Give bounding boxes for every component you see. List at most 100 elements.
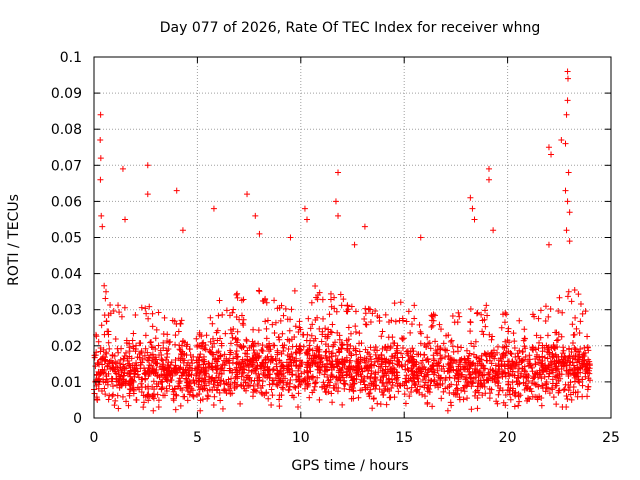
data-point	[545, 241, 552, 248]
data-point	[421, 341, 428, 348]
y-tick-label: 0.08	[51, 122, 82, 138]
data-point	[389, 379, 396, 386]
data-point	[471, 392, 478, 399]
data-point	[341, 380, 348, 387]
data-point	[254, 375, 261, 382]
data-point	[567, 366, 574, 373]
data-point	[316, 369, 323, 376]
data-point	[164, 362, 171, 369]
data-point	[528, 388, 535, 395]
data-point	[411, 302, 418, 309]
data-point	[322, 325, 329, 332]
data-point	[535, 345, 542, 352]
data-point	[119, 393, 126, 400]
data-point	[566, 384, 573, 391]
data-point	[289, 354, 296, 361]
data-point	[450, 348, 457, 355]
data-point	[474, 309, 481, 316]
data-point	[571, 344, 578, 351]
data-point	[397, 299, 404, 306]
data-point	[563, 227, 570, 234]
data-point	[521, 363, 528, 370]
data-point	[145, 365, 152, 372]
data-point	[161, 314, 168, 321]
data-point	[301, 377, 307, 384]
data-point	[161, 392, 168, 399]
data-point	[210, 381, 217, 388]
data-point	[488, 336, 495, 343]
y-tick-label: 0.02	[51, 339, 82, 355]
data-point	[293, 349, 300, 356]
data-point	[499, 370, 506, 377]
data-point	[278, 350, 285, 357]
data-point	[329, 321, 336, 328]
x-tick-label: 15	[395, 430, 413, 446]
data-point	[144, 349, 151, 356]
data-point	[254, 362, 261, 369]
x-tick-label: 10	[292, 430, 310, 446]
data-point	[405, 375, 412, 382]
data-point	[471, 368, 478, 375]
data-point	[356, 330, 363, 337]
data-point	[441, 346, 448, 353]
data-point	[244, 353, 251, 360]
data-point	[417, 328, 424, 335]
data-point	[449, 343, 456, 350]
data-point	[395, 388, 402, 395]
data-point	[314, 314, 321, 321]
data-point	[584, 344, 591, 351]
data-point	[523, 385, 530, 392]
data-point	[437, 344, 444, 351]
data-point	[427, 382, 434, 389]
data-point	[572, 314, 579, 321]
data-point	[511, 345, 518, 352]
data-point	[138, 349, 145, 356]
data-point	[158, 356, 165, 363]
data-point	[217, 352, 224, 359]
data-point	[398, 335, 405, 342]
data-point	[172, 356, 179, 363]
data-point	[434, 343, 441, 350]
data-point	[227, 381, 234, 388]
data-point	[381, 383, 388, 390]
data-point	[456, 396, 463, 403]
data-point	[544, 332, 551, 339]
data-point	[270, 377, 277, 384]
data-point	[536, 367, 543, 374]
data-point	[103, 318, 110, 325]
y-tick-label: 0.09	[51, 86, 82, 102]
data-point	[144, 191, 151, 198]
data-point	[486, 395, 493, 402]
data-point	[221, 351, 228, 358]
data-point	[561, 386, 568, 393]
data-point	[222, 330, 229, 337]
data-point	[98, 370, 105, 377]
data-point	[470, 343, 477, 350]
data-point	[544, 355, 551, 362]
data-point	[111, 366, 118, 373]
data-point	[525, 395, 532, 402]
data-point	[225, 357, 232, 364]
data-point	[477, 383, 484, 390]
data-point	[413, 368, 420, 375]
data-point	[424, 356, 431, 363]
data-point	[221, 381, 228, 388]
data-point	[570, 331, 577, 338]
data-point	[250, 326, 257, 333]
data-point	[287, 316, 294, 323]
data-point	[367, 353, 374, 360]
data-point	[536, 339, 543, 346]
data-point	[507, 396, 514, 403]
data-point	[242, 379, 249, 386]
data-point	[555, 336, 562, 343]
data-point	[563, 362, 570, 369]
data-point	[265, 366, 272, 373]
data-point	[263, 335, 270, 342]
data-point	[472, 338, 479, 345]
data-point	[362, 359, 369, 366]
data-point	[539, 357, 546, 364]
data-point	[321, 371, 328, 378]
data-point	[91, 354, 98, 361]
data-point	[334, 388, 341, 395]
